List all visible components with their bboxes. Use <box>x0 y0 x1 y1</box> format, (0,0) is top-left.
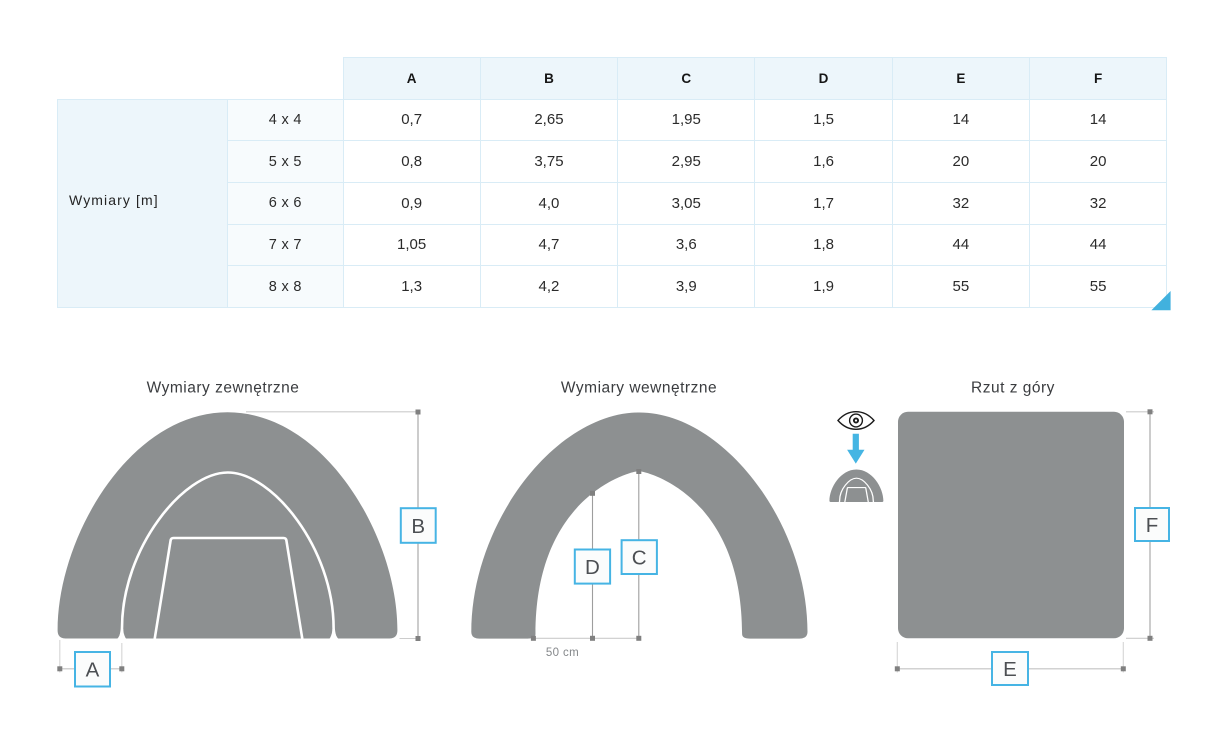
svg-text:D: D <box>585 556 600 579</box>
svg-text:F: F <box>1146 514 1159 537</box>
svg-text:E: E <box>1003 658 1017 681</box>
svg-text:Wymiary zewnętrzne: Wymiary zewnętrzne <box>147 380 300 397</box>
svg-text:A: A <box>86 659 100 682</box>
svg-text:Rzut z góry: Rzut z góry <box>971 380 1055 397</box>
svg-text:B: B <box>411 515 425 538</box>
svg-text:C: C <box>632 547 647 570</box>
svg-text:Wymiary wewnętrzne: Wymiary wewnętrzne <box>561 380 717 397</box>
svg-text:50 cm: 50 cm <box>546 647 579 659</box>
